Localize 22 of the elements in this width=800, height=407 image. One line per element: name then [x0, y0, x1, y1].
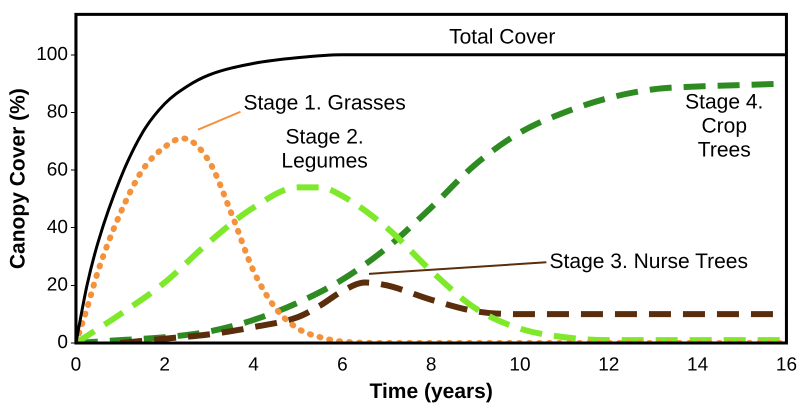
- y-axis-title: Canopy Cover (%): [6, 88, 30, 270]
- y-tick-label: 80: [46, 102, 68, 123]
- x-tick-label: 8: [426, 354, 436, 376]
- series-label: Stage 2. Legumes: [281, 126, 368, 173]
- x-tick-label: 4: [248, 354, 260, 376]
- y-tick-label: 100: [36, 44, 68, 65]
- text: Stage 1. Grasses: [243, 92, 406, 115]
- series-label: Total Cover: [449, 25, 556, 48]
- x-axis-title: Time (years): [369, 380, 493, 404]
- x-tick-label: 14: [687, 354, 709, 376]
- y-tick-label: 20: [46, 274, 68, 296]
- x-tick-label: 6: [337, 354, 348, 376]
- series-label: Stage 4. Crop Trees: [685, 90, 764, 162]
- x-tick-label: 2: [159, 354, 170, 376]
- y-tick-label: 60: [46, 159, 68, 180]
- x-tick-label: 12: [598, 354, 620, 376]
- x-tick-label: 0: [70, 354, 82, 376]
- x-tick-label: 10: [509, 354, 531, 376]
- x-tick-label: 16: [776, 354, 798, 376]
- y-tick-label: 0: [57, 332, 68, 354]
- y-tick-label: 40: [46, 216, 68, 238]
- series-label: Stage 3. Nurse Trees: [550, 250, 748, 274]
